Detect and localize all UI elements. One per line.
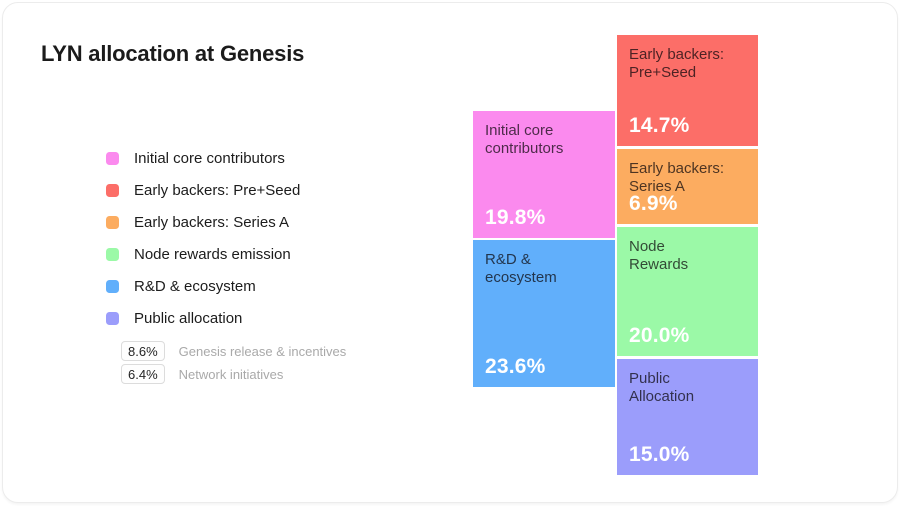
treemap-block-percentage: 15.0% (629, 443, 690, 466)
legend-sub-value-badge: 8.6% (121, 341, 165, 361)
legend-items: Initial core contributors Early backers:… (106, 149, 346, 327)
treemap-block-percentage: 6.9% (629, 192, 678, 215)
legend-color-swatch (106, 215, 119, 229)
legend-color-swatch (106, 247, 119, 261)
legend-sub-item: 6.4% Network initiatives (121, 364, 346, 384)
legend-item: Public allocation (106, 309, 346, 327)
legend-item: Initial core contributors (106, 149, 346, 167)
treemap-block: Public Allocation 15.0% (617, 359, 758, 475)
legend-item: Node rewards emission (106, 245, 346, 263)
legend-item-label: Early backers: Series A (134, 213, 290, 231)
legend-color-swatch (106, 279, 119, 293)
legend-sub-item: 8.6% Genesis release & incentives (121, 341, 346, 361)
treemap-block-label: Node Rewards (629, 238, 689, 274)
legend-item-label: Early backers: Pre+Seed (134, 181, 301, 199)
treemap-block: R&D & ecosystem 23.6% (473, 240, 615, 387)
treemap-block-label: Early backers: Series A (629, 160, 725, 196)
chart-title: LYN allocation at Genesis (41, 41, 305, 66)
legend-sub-label: Genesis release & incentives (178, 343, 347, 359)
treemap-block-label: Public Allocation (629, 370, 695, 406)
legend-sub-value-badge: 6.4% (121, 364, 165, 384)
legend-sub-items: 8.6% Genesis release & incentives 6.4% N… (121, 341, 346, 384)
legend-color-swatch (106, 151, 119, 165)
legend: Initial core contributors Early backers:… (106, 149, 346, 387)
treemap-block-percentage: 23.6% (485, 355, 546, 378)
treemap-block: Early backers: Pre+Seed 14.7% (617, 35, 758, 146)
legend-item: Early backers: Pre+Seed (106, 181, 346, 199)
legend-item-label: Node rewards emission (134, 245, 291, 263)
treemap-block: Initial core contributors 19.8% (473, 111, 615, 238)
treemap-block-percentage: 14.7% (629, 114, 690, 137)
legend-color-swatch (106, 311, 119, 325)
treemap: Initial core contributors 19.8% R&D & ec… (3, 3, 897, 502)
legend-item-label: R&D & ecosystem (134, 277, 256, 295)
legend-item-label: Public allocation (134, 309, 243, 327)
treemap-block-percentage: 19.8% (485, 206, 546, 229)
treemap-block: Early backers: Series A 6.9% (617, 149, 758, 224)
legend-item-label: Initial core contributors (134, 149, 285, 167)
legend-item: R&D & ecosystem (106, 277, 346, 295)
legend-item: Early backers: Series A (106, 213, 346, 231)
treemap-block-percentage: 20.0% (629, 324, 690, 347)
treemap-block-label: Initial core contributors (485, 122, 564, 158)
treemap-block-label: R&D & ecosystem (485, 251, 557, 287)
legend-color-swatch (106, 183, 119, 197)
treemap-block: Node Rewards 20.0% (617, 227, 758, 356)
treemap-block-label: Early backers: Pre+Seed (629, 46, 725, 82)
legend-sub-label: Network initiatives (178, 366, 284, 382)
